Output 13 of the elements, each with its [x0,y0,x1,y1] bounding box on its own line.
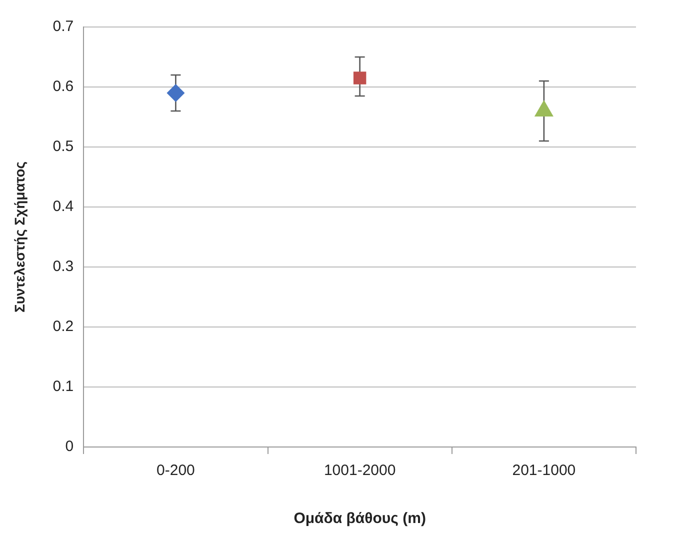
x-axis-title: Ομάδα βάθους (m) [294,510,426,528]
y-tick-label: 0.5 [52,138,74,156]
y-tick-label: 0.4 [52,198,74,216]
y-tick-label: 0.3 [52,258,74,276]
y-tick-label: 0 [65,438,74,456]
y-tick-label: 0.1 [52,378,74,396]
x-tick-label: 0-200 [156,462,195,480]
x-tick-label: 1001-2000 [324,462,396,480]
y-axis-title: Συντελεστής Σχήματος [11,161,28,313]
y-tick-label: 0.7 [52,18,74,36]
x-tick-label: 201-1000 [512,462,576,480]
y-tick-label: 0.2 [52,318,74,336]
y-tick-label: 0.6 [52,78,74,96]
